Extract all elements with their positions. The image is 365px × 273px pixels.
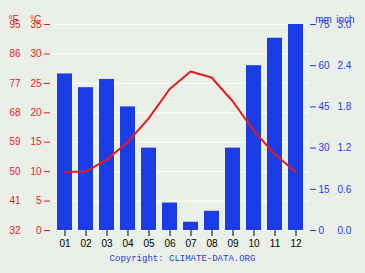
- svg-text:15: 15: [319, 184, 331, 195]
- svg-text:0.0: 0.0: [338, 225, 352, 236]
- svg-text:32: 32: [9, 225, 21, 236]
- svg-text:07: 07: [185, 238, 197, 249]
- svg-text:15: 15: [30, 136, 42, 147]
- svg-text:59: 59: [9, 136, 21, 147]
- svg-text:45: 45: [319, 101, 331, 112]
- svg-text:mm: mm: [315, 14, 332, 25]
- svg-text:°F: °F: [8, 14, 18, 25]
- svg-text:05: 05: [143, 238, 155, 249]
- svg-text:06: 06: [164, 238, 176, 249]
- svg-text:04: 04: [122, 238, 134, 249]
- svg-text:50: 50: [9, 166, 21, 177]
- svg-text:10: 10: [30, 166, 42, 177]
- svg-text:1.8: 1.8: [338, 101, 352, 112]
- svg-text:inch: inch: [336, 14, 354, 25]
- svg-text:0: 0: [319, 225, 325, 236]
- svg-text:2.4: 2.4: [338, 60, 352, 71]
- svg-text:41: 41: [9, 195, 21, 206]
- svg-text:77: 77: [9, 78, 21, 89]
- svg-text:12: 12: [290, 238, 302, 249]
- svg-text:25: 25: [30, 78, 42, 89]
- html-text:Copyright: CLIMATE-DATA.ORG: Copyright: CLIMATE-DATA.ORG: [109, 254, 256, 264]
- svg-text:01: 01: [59, 238, 71, 249]
- svg-text:11: 11: [270, 238, 281, 249]
- svg-text:5: 5: [36, 195, 42, 206]
- svg-text:86: 86: [9, 48, 21, 59]
- svg-text:09: 09: [227, 238, 239, 249]
- svg-text:0.6: 0.6: [338, 184, 352, 195]
- svg-text:02: 02: [80, 238, 92, 249]
- svg-text:08: 08: [206, 238, 218, 249]
- svg-text:10: 10: [248, 238, 260, 249]
- svg-text:03: 03: [101, 238, 113, 249]
- svg-text:0: 0: [36, 225, 42, 236]
- svg-text:30: 30: [319, 142, 331, 153]
- svg-text:1.2: 1.2: [338, 142, 352, 153]
- svg-text:20: 20: [30, 107, 42, 118]
- svg-text:68: 68: [9, 107, 21, 118]
- svg-text:°C: °C: [30, 14, 41, 25]
- svg-text:60: 60: [319, 60, 331, 71]
- svg-text:30: 30: [30, 48, 42, 59]
